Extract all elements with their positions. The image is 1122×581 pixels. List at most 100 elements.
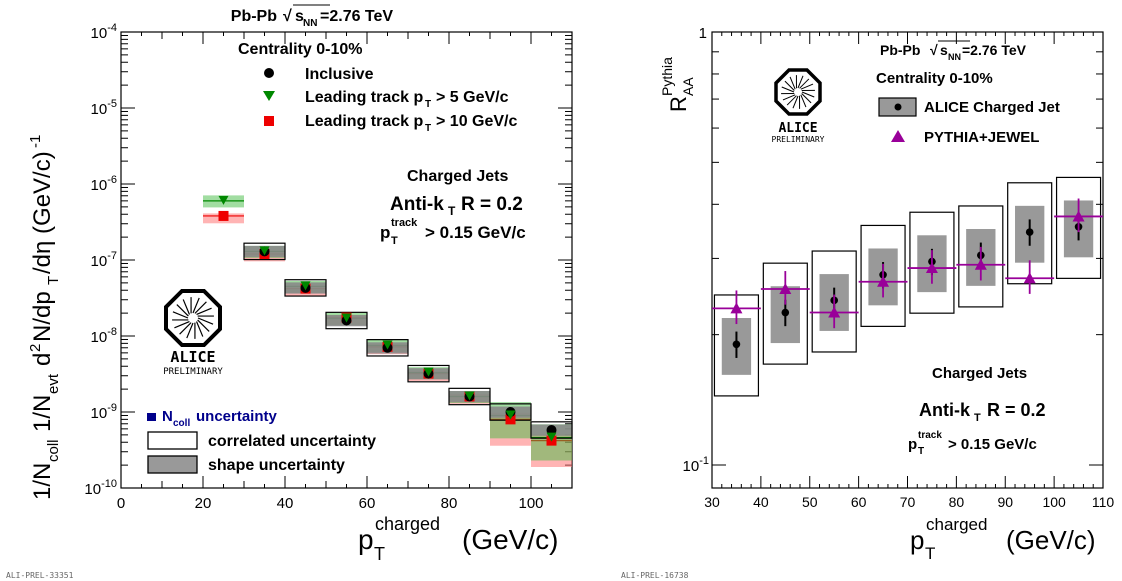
svg-text:Leading track p: Leading track p bbox=[305, 113, 423, 130]
data-point bbox=[1025, 228, 1034, 236]
lead5-point bbox=[464, 391, 475, 401]
svg-text:evt: evt bbox=[45, 373, 62, 394]
data-correlated-box bbox=[958, 205, 1004, 308]
right-algo-label: Anti-k T R = 0.2 bbox=[919, 400, 1046, 424]
data-point bbox=[732, 340, 741, 349]
svg-text:s: s bbox=[295, 8, 304, 25]
svg-text:T: T bbox=[925, 544, 935, 563]
svg-text:coll: coll bbox=[173, 418, 190, 429]
data-correlated-box bbox=[1055, 176, 1102, 279]
svg-text:-1: -1 bbox=[27, 135, 44, 148]
left-x-tick-label: 100 bbox=[518, 495, 543, 512]
logo-ray bbox=[192, 297, 200, 314]
left-energy-label: √ s NN =2.76 TeV bbox=[283, 4, 393, 29]
right-axes: 30 40 50 60 70 80 90 100 110 10-1 1 bbox=[683, 25, 1115, 510]
left-trackcut-label: p track T > 0.15 GeV/c bbox=[380, 217, 526, 247]
svg-text:> 5 GeV/c: > 5 GeV/c bbox=[436, 89, 509, 106]
right-panel: 30 40 50 60 70 80 90 100 110 10-1 1 R AA Pythia Pb… bbox=[621, 25, 1114, 580]
logo-ray bbox=[786, 95, 797, 106]
svg-text:p: p bbox=[910, 525, 924, 555]
left-preliminary-id: ALI-PREL-33351 bbox=[6, 571, 74, 580]
svg-text:Pb-Pb: Pb-Pb bbox=[880, 42, 920, 58]
left-y-tick-label: 10-9 bbox=[91, 402, 117, 422]
lead5-point bbox=[546, 432, 557, 442]
right-trackcut-label: p track T > 0.15 GeV/c bbox=[908, 430, 1037, 457]
right-x-tick-label: 50 bbox=[802, 494, 818, 510]
svg-text:(GeV/c): (GeV/c) bbox=[462, 524, 558, 555]
model-point bbox=[1023, 272, 1036, 284]
logo-ray bbox=[197, 317, 214, 325]
right-x-tick-label: 60 bbox=[851, 494, 867, 510]
right-jets-title: Charged Jets bbox=[932, 365, 1027, 382]
svg-text:=2.76 TeV: =2.76 TeV bbox=[962, 42, 1027, 58]
model-point bbox=[779, 282, 792, 294]
svg-text:Anti-k: Anti-k bbox=[919, 400, 971, 420]
left-y-tick-label: 10-5 bbox=[91, 98, 117, 118]
left-x-axis-title: p charged T (GeV/c) bbox=[358, 514, 558, 564]
logo-ray bbox=[176, 304, 189, 317]
left-corr-label: correlated uncertainty bbox=[208, 433, 376, 450]
logo-ray bbox=[195, 321, 204, 337]
inclusive-correlated-uncertainty bbox=[284, 279, 327, 297]
left-centrality-label: Centrality 0-10% bbox=[238, 41, 363, 58]
right-y-axis-title: R AA Pythia bbox=[659, 57, 696, 112]
left-algo-label: Anti-k T R = 0.2 bbox=[390, 194, 523, 218]
data-correlated-box bbox=[762, 262, 808, 365]
svg-text:1/N: 1/N bbox=[29, 463, 56, 500]
svg-text:PRELIMINARY: PRELIMINARY bbox=[163, 367, 223, 377]
svg-text:ALICE: ALICE bbox=[170, 348, 215, 366]
svg-text:AA: AA bbox=[680, 77, 696, 96]
left-axes: 0 20 40 60 80 100 10-10 10-9 10-8 10-7 10-6 10-5 10-… bbox=[84, 22, 573, 512]
right-legend-data-dot bbox=[894, 103, 902, 111]
left-ncoll-label: N coll uncertainty bbox=[162, 408, 278, 429]
svg-text:ALICE: ALICE bbox=[778, 121, 817, 136]
right-x-tick-label: 40 bbox=[753, 494, 769, 510]
svg-text:T: T bbox=[425, 99, 431, 110]
svg-text:R: R bbox=[666, 96, 691, 112]
lead5-point bbox=[259, 246, 270, 256]
inclusive-correlated-uncertainty bbox=[325, 311, 368, 330]
svg-text:T: T bbox=[374, 544, 385, 564]
lead10-point bbox=[218, 210, 229, 221]
data-correlated-box bbox=[811, 250, 857, 353]
left-x-tick-label: 60 bbox=[359, 495, 376, 512]
left-alice-logo: ALICE PRELIMINARY bbox=[163, 289, 223, 377]
left-legend-inclusive: Inclusive bbox=[305, 66, 374, 83]
logo-ray bbox=[800, 94, 807, 108]
svg-text:> 0.15 GeV/c: > 0.15 GeV/c bbox=[948, 436, 1037, 453]
svg-text:N/dp: N/dp bbox=[29, 291, 56, 342]
svg-text:√: √ bbox=[930, 42, 938, 58]
right-preliminary-id: ALI-PREL-16738 bbox=[621, 571, 689, 580]
inclusive-point bbox=[546, 424, 557, 435]
svg-text:N: N bbox=[162, 408, 173, 425]
svg-text:track: track bbox=[918, 430, 942, 441]
right-y-tick-label-1: 1 bbox=[699, 25, 707, 42]
right-data bbox=[712, 176, 1103, 397]
logo-ray bbox=[800, 83, 814, 90]
svg-text:p: p bbox=[380, 223, 390, 242]
right-x-tick-label: 90 bbox=[997, 494, 1013, 510]
left-collision-label: Pb-Pb bbox=[231, 8, 277, 25]
data-correlated-box bbox=[860, 224, 906, 327]
right-legend-model-label: PYTHIA+JEWEL bbox=[924, 129, 1039, 146]
logo-ray bbox=[801, 93, 812, 104]
logo-ray bbox=[179, 322, 192, 335]
inclusive-correlated-uncertainty bbox=[243, 242, 286, 261]
model-point bbox=[925, 262, 938, 274]
left-legend-lead10: Leading track p T > 10 GeV/c bbox=[305, 113, 517, 134]
logo-ray bbox=[182, 299, 191, 315]
svg-text:d: d bbox=[29, 353, 56, 366]
right-x-tick-label: 30 bbox=[704, 494, 720, 510]
svg-text:(GeV/c): (GeV/c) bbox=[1006, 525, 1096, 555]
logo-ray bbox=[792, 95, 799, 109]
left-shape-marker bbox=[147, 455, 198, 474]
left-data bbox=[203, 195, 573, 467]
svg-text:uncertainty: uncertainty bbox=[196, 408, 278, 425]
left-corr-marker bbox=[147, 431, 198, 450]
logo-ray bbox=[174, 320, 190, 329]
left-y-tick-label: 10-10 bbox=[84, 478, 117, 498]
right-x-tick-label: 70 bbox=[900, 494, 916, 510]
left-x-tick-label: 0 bbox=[117, 495, 125, 512]
right-x-tick-label: 100 bbox=[1042, 494, 1066, 510]
svg-text:1/N: 1/N bbox=[29, 395, 56, 432]
